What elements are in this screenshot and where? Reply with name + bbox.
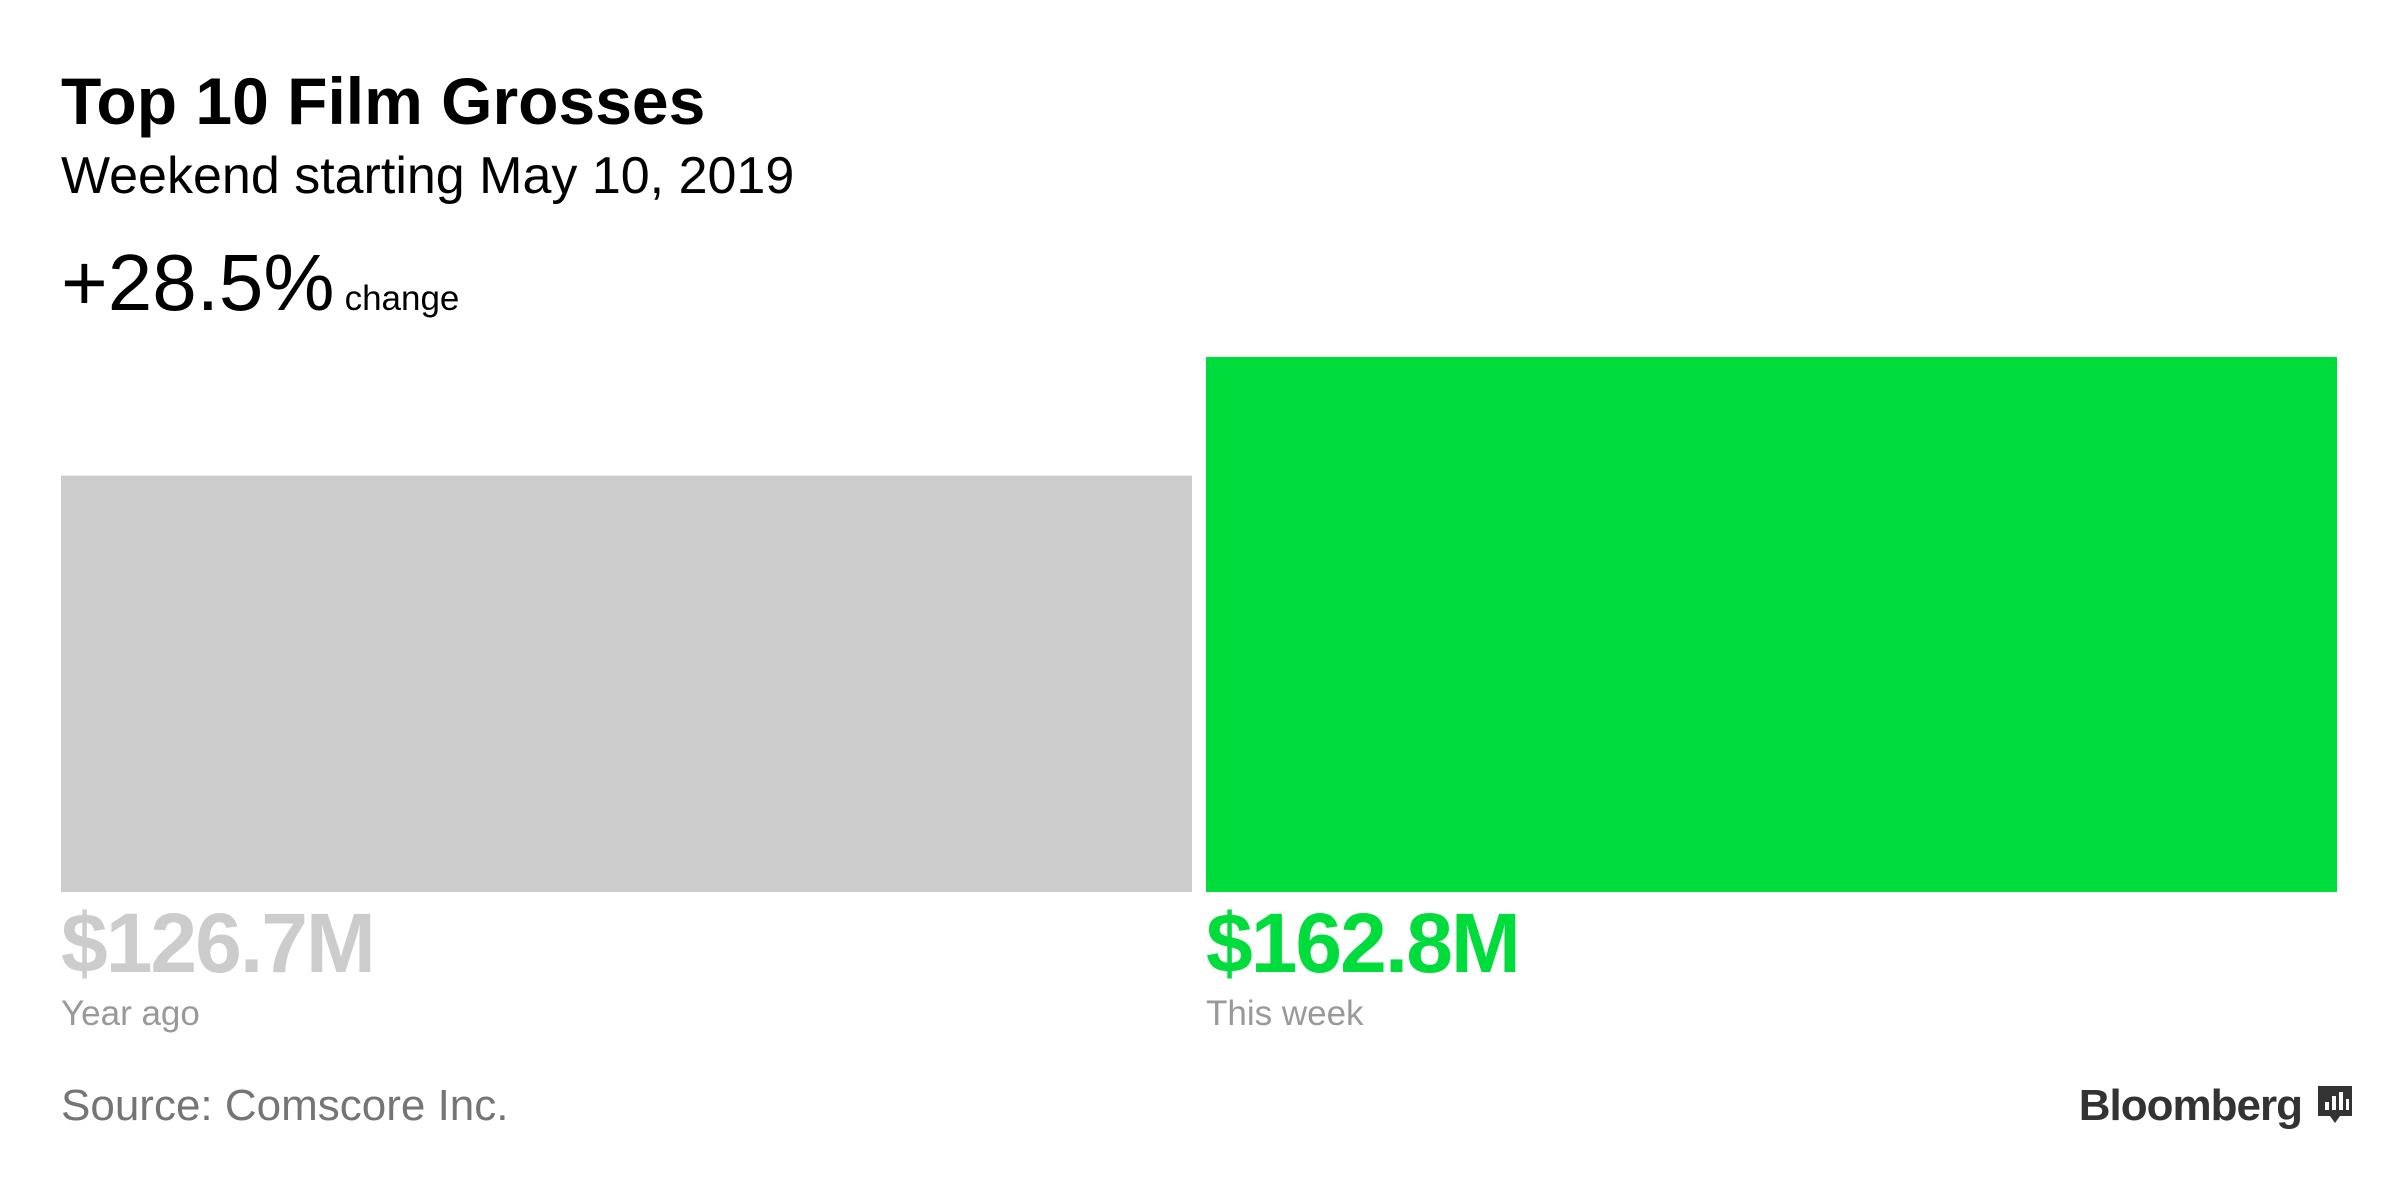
category-label: This week xyxy=(1206,994,1364,1033)
change-value: +28.5% xyxy=(61,238,335,327)
value-label: $126.7M xyxy=(61,896,374,990)
bar xyxy=(61,475,1192,892)
category-label: Year ago xyxy=(61,994,200,1033)
brand-icon xyxy=(2318,1086,2352,1123)
chart-title: Top 10 Film Grosses xyxy=(61,64,705,138)
source: Source: Comscore Inc. xyxy=(61,1081,509,1130)
change-caption: change xyxy=(345,279,460,318)
bar xyxy=(1206,357,2337,892)
value-label: $162.8M xyxy=(1206,896,1519,990)
brand: Bloomberg xyxy=(2079,1081,2302,1130)
chart-subtitle: Weekend starting May 10, 2019 xyxy=(61,147,794,205)
